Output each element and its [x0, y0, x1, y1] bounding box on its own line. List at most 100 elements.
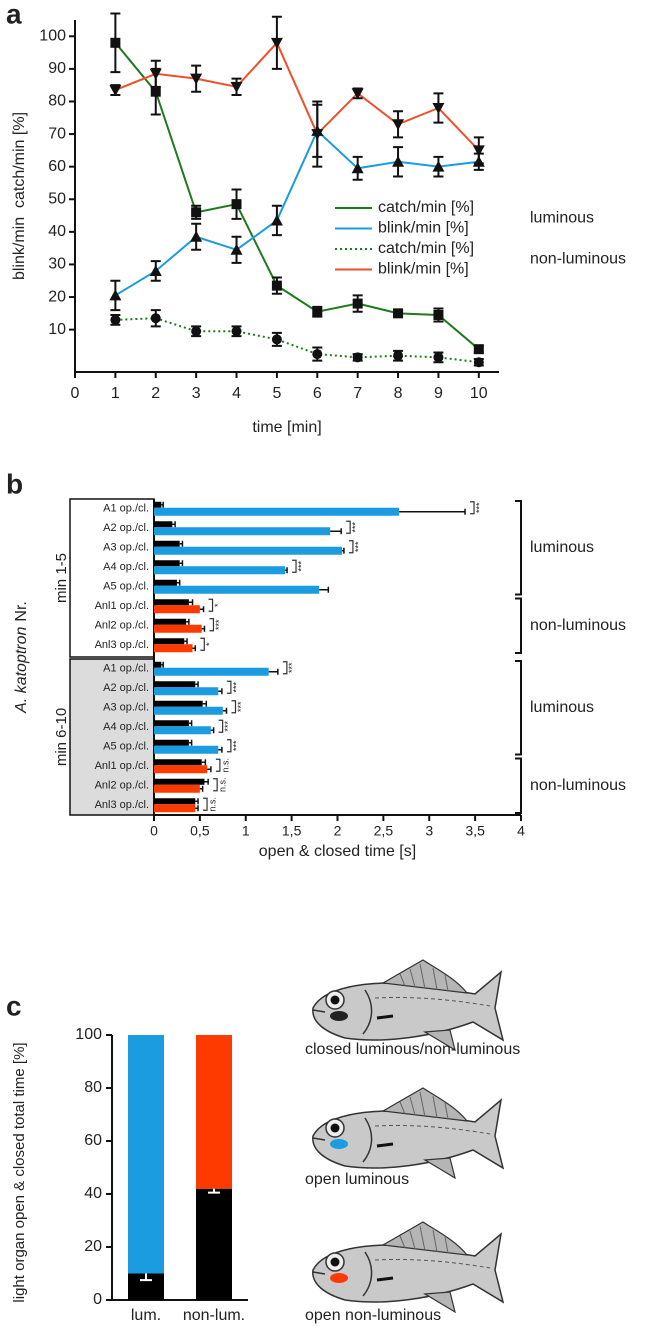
- x-tick-label: 4: [232, 385, 241, 402]
- error-bar: [342, 547, 345, 554]
- x-axis-label: open & closed time [s]: [259, 843, 416, 860]
- bar: [154, 765, 208, 774]
- marker: [150, 86, 161, 97]
- y-tick-label: 100: [75, 1026, 102, 1043]
- marker: [149, 264, 162, 276]
- category-label: A1 op./cl.: [103, 663, 149, 675]
- bar: [154, 661, 162, 668]
- group-bracket: [515, 660, 522, 756]
- marker: [351, 162, 364, 174]
- group-bracket: [515, 757, 522, 814]
- fish-illustration: [311, 1086, 505, 1180]
- marker: [150, 313, 161, 324]
- bar-segment: [128, 1035, 164, 1274]
- x-tick-label: 0: [150, 823, 158, 839]
- significance-bracket: [470, 501, 475, 515]
- panel-label: a: [6, 0, 22, 29]
- significance-bracket: [292, 559, 297, 573]
- marker: [473, 344, 484, 355]
- y-tick-label: 30: [48, 256, 66, 273]
- series-line: [114, 129, 479, 297]
- y-tick-label: 50: [48, 190, 66, 207]
- marker: [432, 160, 445, 172]
- significance-label: n.s.: [218, 777, 228, 792]
- category-label: A1 op./cl.: [103, 503, 149, 515]
- significance-label: n.s.: [220, 758, 230, 773]
- y-tick-label: 90: [48, 60, 66, 77]
- bar: [154, 624, 202, 633]
- bar: [154, 566, 286, 575]
- significance-bracket: [346, 520, 351, 534]
- marker: [271, 334, 282, 345]
- bar: [154, 501, 162, 508]
- y-tick-label: 0: [93, 1291, 102, 1308]
- bar: [154, 700, 203, 707]
- marker: [190, 230, 203, 242]
- error-bar: [285, 567, 288, 574]
- error-bar: [195, 798, 199, 805]
- error-bar: [268, 668, 279, 675]
- bar: [154, 784, 200, 793]
- legend-label: catch/min [%]: [378, 240, 474, 257]
- bar: [154, 644, 193, 653]
- significance-bracket: [218, 719, 224, 733]
- x-tick-label: 9: [434, 385, 443, 402]
- bar: [154, 687, 219, 696]
- marker: [110, 314, 121, 325]
- error-bar: [192, 645, 197, 652]
- marker: [393, 350, 404, 361]
- error-bar: [188, 599, 194, 606]
- group-bracket: [515, 597, 522, 654]
- marker: [433, 309, 444, 320]
- bar: [154, 638, 185, 645]
- x-tick-label: 1: [111, 385, 120, 402]
- marker: [312, 306, 323, 317]
- fish-caption: open non-luminous: [305, 1307, 441, 1324]
- category-label: Anl1 op./cl.: [95, 600, 149, 612]
- group-bracket-label: non-luminous: [530, 617, 626, 634]
- bar: [154, 585, 320, 594]
- bar-segment: [196, 1188, 232, 1300]
- y-axis-label: A. katoptron Nr.: [13, 601, 30, 714]
- significance-label: ***: [474, 502, 484, 513]
- x-tick-label: 2: [151, 385, 160, 402]
- x-tick-label: 5: [272, 385, 281, 402]
- group-bracket: [515, 500, 522, 596]
- bar: [154, 706, 223, 715]
- marker: [190, 73, 203, 85]
- row-group-box: [69, 658, 155, 816]
- error-bar: [199, 606, 205, 613]
- y-axis-label: blink/min catch/min [%]: [11, 112, 28, 280]
- x-tick-label: 8: [394, 385, 403, 402]
- error-bar: [319, 586, 330, 593]
- bar: [154, 599, 189, 606]
- category-label: A4 op./cl.: [103, 561, 149, 573]
- error-bar: [161, 501, 164, 508]
- y-tick-label: 20: [48, 288, 66, 305]
- row-group-label: min 6-10: [53, 708, 70, 766]
- y-tick-label: 20: [84, 1238, 102, 1255]
- significance-bracket: [208, 598, 214, 612]
- x-tick-label: lum.: [131, 1307, 161, 1324]
- x-tick-label: 7: [353, 385, 362, 402]
- error-bar: [179, 560, 184, 567]
- marker: [312, 349, 323, 360]
- error-bar: [188, 720, 193, 727]
- fish-caption: open luminous: [305, 1171, 409, 1188]
- significance-label: ***: [287, 662, 297, 673]
- significance-bracket: [282, 661, 288, 675]
- error-bar: [207, 766, 212, 773]
- error-bar: [186, 618, 190, 625]
- legend-group-label: luminous: [530, 209, 594, 226]
- bar: [154, 546, 343, 555]
- category-label: A2 op./cl.: [103, 522, 149, 534]
- error-bar: [202, 700, 208, 707]
- x-tick-label: 2,5: [374, 823, 394, 839]
- x-tick-label: 6: [313, 385, 322, 402]
- bar: [154, 798, 196, 805]
- significance-label: ***: [214, 619, 224, 630]
- legend-label: blink/min [%]: [378, 220, 469, 237]
- fish-illustration: [311, 1220, 505, 1314]
- significance-bracket: [213, 778, 218, 792]
- bar: [154, 605, 200, 614]
